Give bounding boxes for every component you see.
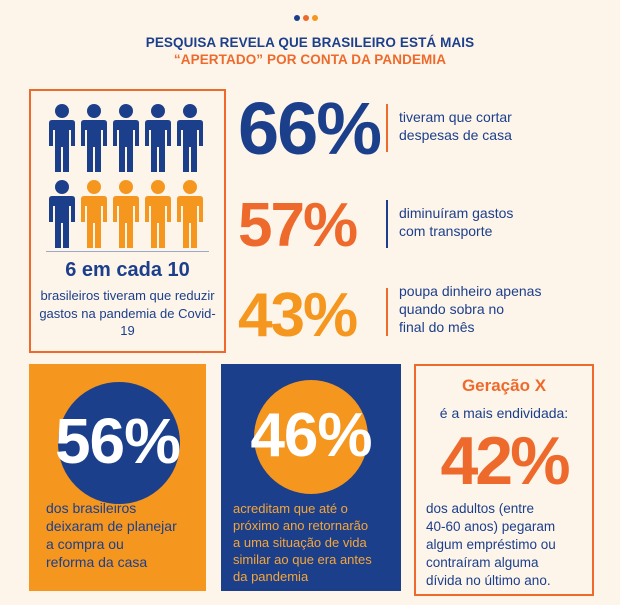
title-line-2: “APERTADO” POR CONTA DA PANDEMIA (173, 52, 447, 67)
generation-x-box: Geração X é a mais endividada: 42% dos a… (414, 364, 594, 596)
person-icon (145, 180, 171, 248)
header-dots (294, 15, 318, 21)
panel-text-line: reforma da casa (46, 554, 148, 570)
header-dot (312, 15, 318, 21)
panel-text-line: acreditam que até o (233, 501, 348, 516)
generation-text: dos adultos (entre 40-60 anos) pegaram a… (426, 500, 591, 590)
generation-text-line: dívida no último ano. (426, 573, 551, 588)
stat-bar (386, 104, 388, 152)
stat-text: diminuíram gastos com transporte (399, 204, 513, 240)
person-icon (49, 180, 75, 248)
stat-bar (386, 200, 388, 248)
panel-text-line: a uma situação de vida (233, 535, 367, 550)
stat-save-money: 43% poupa dinheiro apenas quando sobra n… (238, 276, 608, 350)
stat-text-line: tiveram que cortar (399, 109, 512, 125)
generation-text-line: algum empréstimo ou (426, 537, 556, 552)
title-line-1: PESQUISA REVELA QUE BRASILEIRO ESTÁ MAIS (145, 35, 475, 50)
panel-recovery: 46% acreditam que até o próximo ano reto… (221, 364, 401, 591)
header-dot (303, 15, 309, 21)
generation-title: Geração X (461, 376, 547, 395)
people-headline: 6 em cada 10 (65, 259, 190, 281)
stat-text-line: final do mês (399, 319, 475, 335)
panel-text-line: dos brasileiros (46, 500, 137, 516)
generation-value: 42% (440, 423, 570, 499)
panel-text-line: próximo ano retornarão (233, 518, 369, 533)
stat-value: 66% (238, 87, 382, 170)
panel-value: 46% (250, 401, 372, 470)
panel-circle (254, 380, 368, 494)
generation-text-line: 40-60 anos) pegaram (426, 519, 556, 534)
panel-text-line: deixaram de planejar (46, 518, 177, 534)
person-icon (113, 180, 139, 248)
panel-text-line: a compra ou (46, 536, 124, 552)
stat-bar (386, 288, 388, 336)
page-title: PESQUISA REVELA QUE BRASILEIRO ESTÁ MAIS… (0, 34, 620, 68)
panel-text: acreditam que até o próximo ano retornar… (233, 500, 401, 585)
header-dot (294, 15, 300, 21)
panel-text-line: similar ao que era antes (233, 552, 372, 567)
person-icon (81, 180, 107, 248)
people-box: 6 em cada 10 brasileiros tiveram que red… (29, 89, 226, 353)
stat-text-line: quando sobra no (399, 301, 505, 317)
stat-text: tiveram que cortar despesas de casa (399, 108, 512, 144)
panel-housing: 56% dos brasileiros deixaram de planejar… (29, 364, 206, 591)
stat-value: 43% (238, 281, 358, 350)
stat-text-line: diminuíram gastos (399, 205, 514, 221)
stat-text-line: poupa dinheiro apenas (399, 283, 542, 299)
generation-text-line: contraíram alguma (426, 555, 539, 570)
person-icon (177, 104, 203, 172)
divider (46, 251, 209, 252)
person-icon (177, 180, 203, 248)
person-icon (145, 104, 171, 172)
stat-transport: 57% diminuíram gastos com transporte (238, 190, 608, 260)
people-pictograph (49, 104, 203, 248)
person-icon (81, 104, 107, 172)
stat-cut-house-expenses: 66% tiveram que cortar despesas de casa (238, 87, 608, 170)
stat-value: 57% (238, 191, 358, 260)
person-icon (49, 104, 75, 172)
panel-text: dos brasileiros deixaram de planejar a c… (46, 499, 206, 571)
generation-subtitle: é a mais endividada: (439, 405, 569, 421)
generation-text-line: dos adultos (entre (426, 501, 535, 516)
people-description: brasileiros tiveram que reduzir gastos n… (39, 288, 216, 338)
stat-text-line: com transporte (399, 223, 493, 239)
panel-text-line: da pandemia (233, 569, 309, 584)
panel-value: 56% (54, 405, 181, 477)
person-icon (113, 104, 139, 172)
stat-text: poupa dinheiro apenas quando sobra no fi… (399, 282, 541, 336)
panel-circle (58, 382, 180, 504)
stat-text-line: despesas de casa (399, 127, 512, 143)
